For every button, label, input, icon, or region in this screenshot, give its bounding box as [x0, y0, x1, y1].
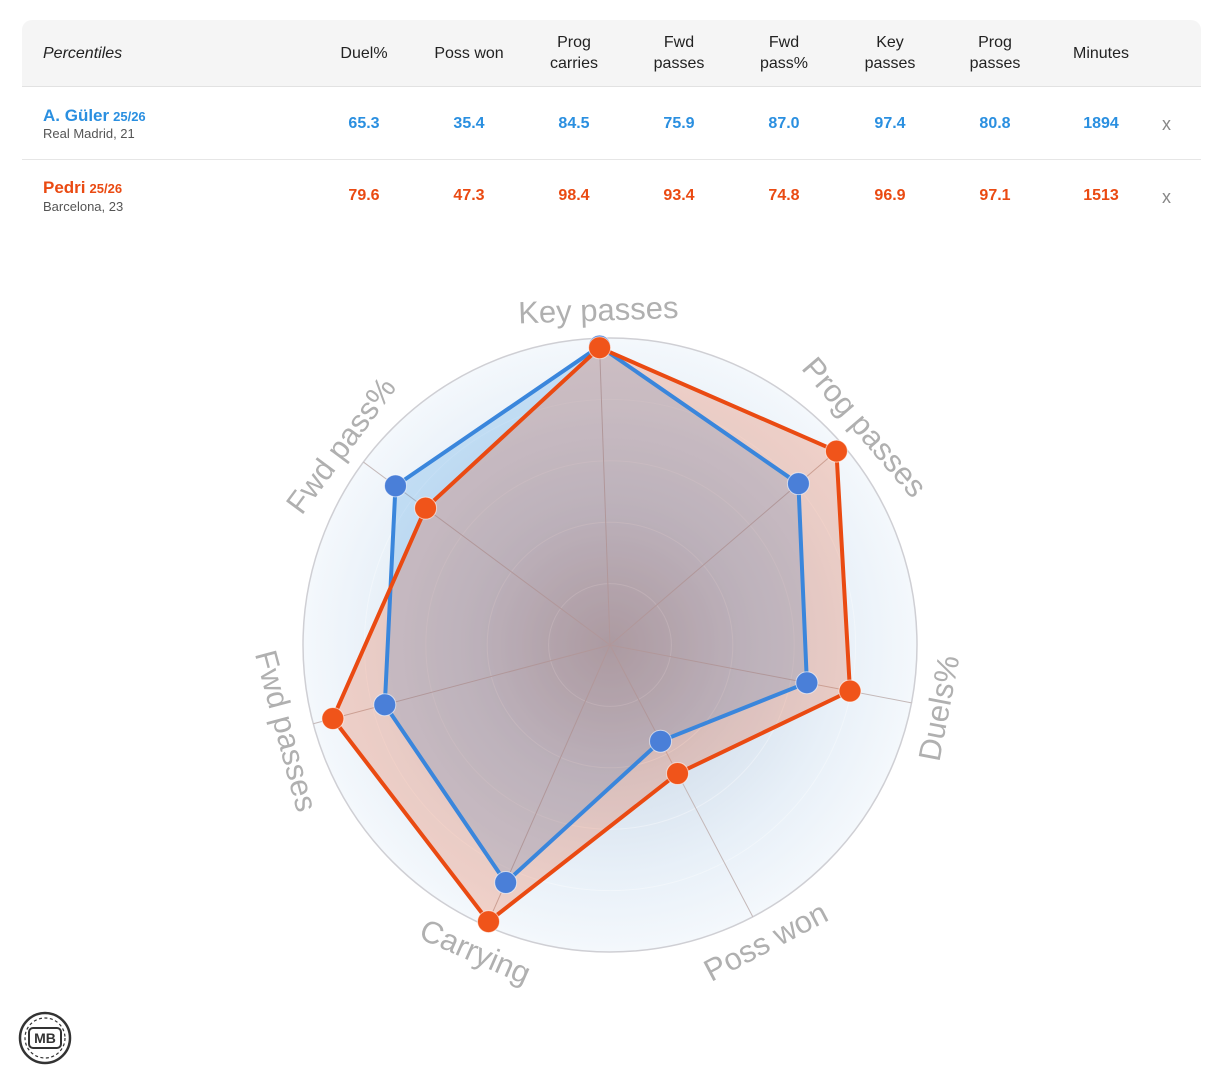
data-point — [321, 707, 345, 731]
data-point — [383, 474, 407, 498]
col-header-prog-carries: Prog carries — [549, 34, 598, 72]
series-area — [384, 346, 807, 883]
remove-player-button[interactable]: x — [1162, 187, 1171, 207]
col-header-duel-pct: Duel% — [340, 44, 388, 62]
radar-ring — [548, 583, 672, 707]
value-minutes: 1513 — [1083, 187, 1119, 204]
value-prog-carries: 98.4 — [558, 187, 590, 204]
value-prog-passes: 80.8 — [979, 115, 1011, 132]
player-name: A. Güler 25/26 — [43, 106, 146, 126]
value-fwd-passes: 75.9 — [663, 115, 695, 132]
value-prog-carries: 84.5 — [558, 115, 590, 132]
table-row: A. Güler 25/26 Real Madrid, 21 65.3 35.4 … — [22, 87, 1201, 160]
player-season: 25/26 — [113, 109, 146, 124]
value-key-passes: 96.9 — [874, 187, 906, 204]
player-club: Real Madrid, 21 — [43, 126, 135, 141]
value-poss-won: 35.4 — [453, 115, 485, 132]
player-name-text: A. Güler — [43, 106, 110, 125]
player-club: Barcelona, 23 — [43, 199, 124, 214]
value-fwd-pass-pct: 74.8 — [768, 187, 800, 204]
data-point — [786, 472, 810, 496]
player-name-text: Pedri — [43, 178, 86, 197]
radar-spoke — [313, 644, 611, 725]
value-minutes: 1894 — [1083, 115, 1119, 132]
radar-spoke — [598, 338, 611, 646]
value-key-passes: 97.4 — [874, 115, 906, 132]
data-point — [588, 336, 612, 360]
data-point — [795, 671, 819, 695]
data-point — [666, 762, 690, 786]
value-prog-passes: 97.1 — [979, 187, 1011, 204]
percentiles-table: Percentiles Duel% Poss won Prog carries … — [22, 20, 1201, 230]
series-line — [330, 345, 852, 924]
data-point — [838, 679, 862, 703]
player-season: 25/26 — [89, 181, 123, 196]
col-header-fwd-passes: Fwd passes — [653, 34, 705, 72]
data-point — [494, 871, 518, 895]
value-duel-pct: 79.6 — [348, 187, 380, 204]
header-title: Percentiles — [43, 44, 123, 62]
table-header: Percentiles Duel% Poss won Prog carries … — [22, 20, 1201, 87]
mb-logo: MB — [18, 1011, 72, 1065]
data-point — [477, 910, 501, 934]
col-header-minutes: Minutes — [1072, 44, 1130, 62]
player-name: Pedri 25/26 — [43, 178, 122, 198]
data-point — [373, 693, 397, 717]
remove-player-button[interactable]: x — [1162, 114, 1171, 134]
value-duel-pct: 65.3 — [348, 115, 380, 132]
series-line — [382, 344, 809, 885]
table-row: Pedri 25/26 Barcelona, 23 79.6 47.3 98.4 … — [22, 160, 1201, 232]
logo-text: MB — [34, 1030, 56, 1046]
value-fwd-pass-pct: 87.0 — [768, 115, 800, 132]
col-header-prog-passes: Prog passes — [969, 34, 1021, 72]
value-poss-won: 47.3 — [453, 187, 485, 204]
value-fwd-passes: 93.4 — [663, 187, 695, 204]
data-point — [649, 729, 673, 753]
axis-label: Duels% — [912, 652, 967, 764]
col-header-poss-won: Poss won — [434, 44, 504, 62]
radar-ring — [425, 460, 795, 830]
radar-ring — [486, 521, 734, 769]
data-point — [414, 496, 438, 520]
data-point — [824, 439, 848, 463]
col-header-key-passes: Key passes — [864, 34, 916, 72]
col-header-fwd-pass-pct: Fwd pass% — [759, 34, 809, 72]
axis-label: Key passes — [518, 290, 679, 331]
series-area — [332, 347, 850, 922]
